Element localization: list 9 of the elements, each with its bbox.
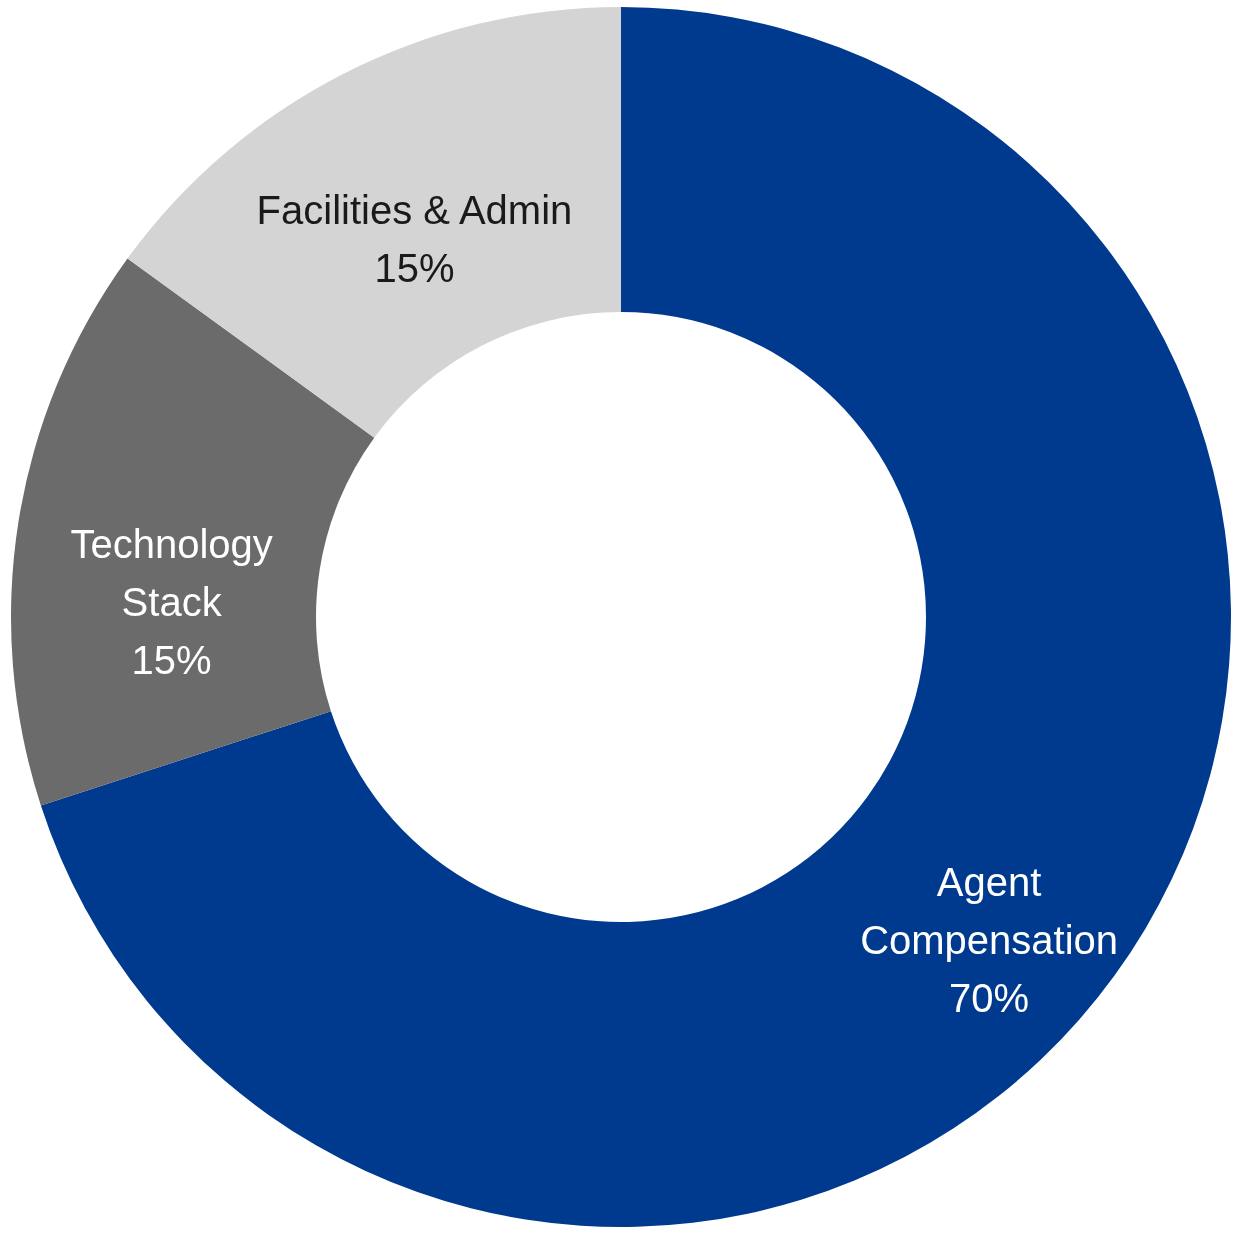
slice-label: Facilities & Admin (256, 187, 573, 232)
donut-slice (11, 258, 375, 806)
slice-label: Technology Stack (70, 521, 273, 624)
data-label: 70% (949, 976, 1030, 1021)
slice-label: Agent Compensation (860, 860, 1119, 963)
data-label: 15% (131, 637, 212, 682)
data-label: 15% (374, 245, 455, 290)
donut-slice (40, 7, 1231, 1227)
donut-slice (127, 7, 621, 438)
